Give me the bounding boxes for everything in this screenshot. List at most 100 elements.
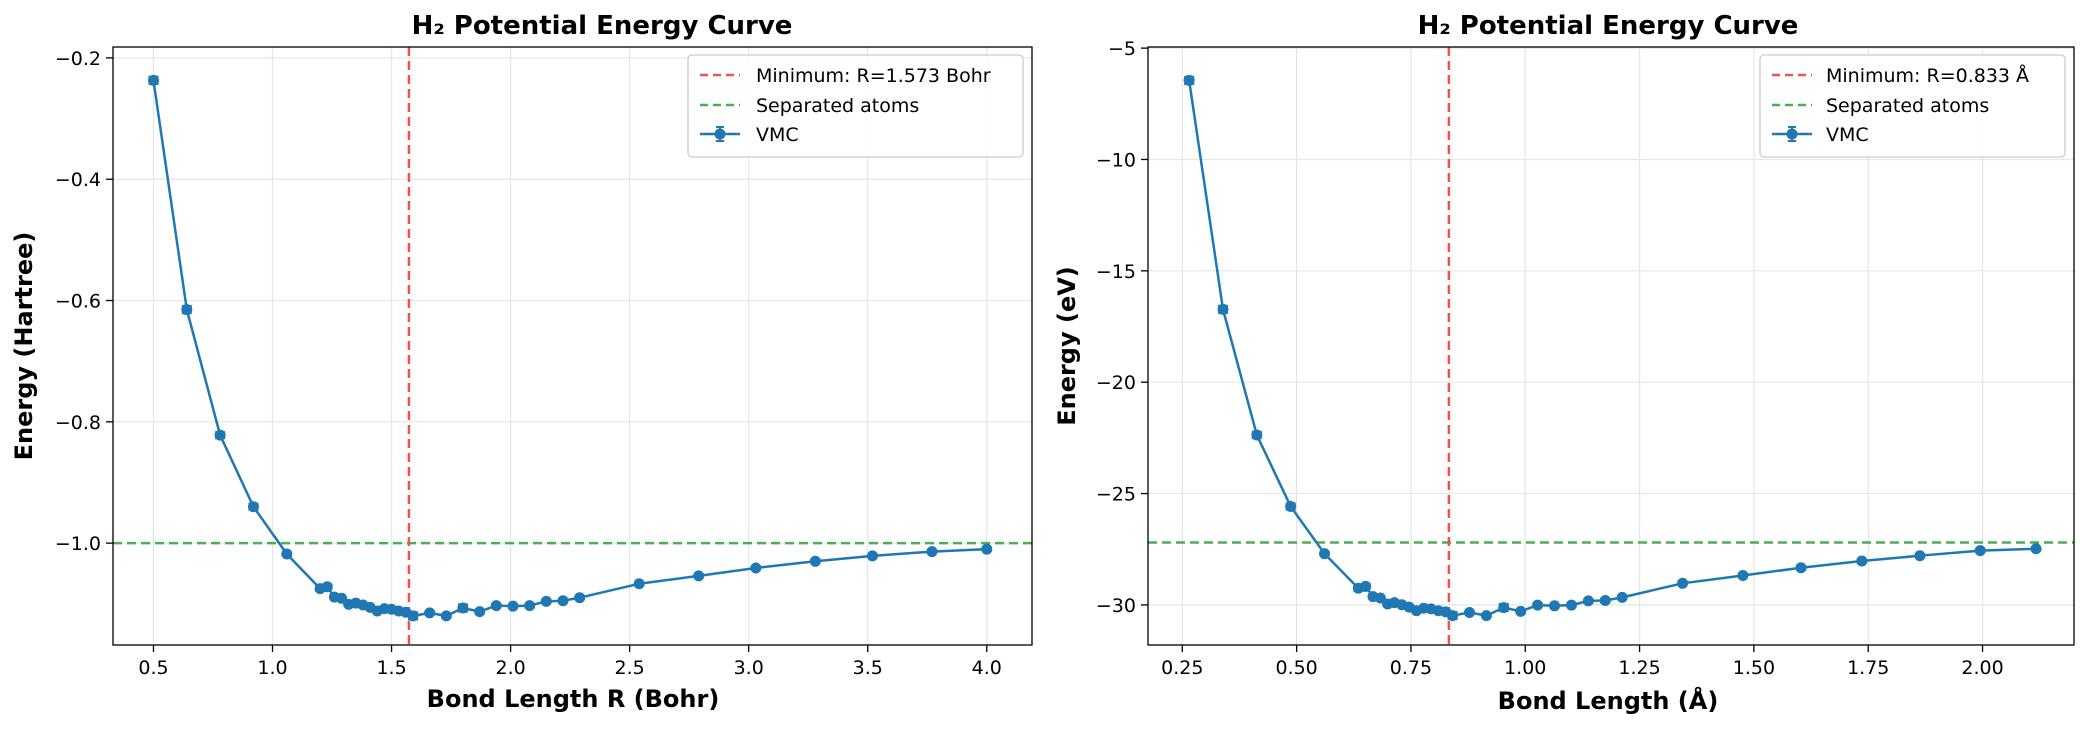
- left-data-marker: [321, 581, 333, 593]
- left-data-marker: [574, 592, 586, 604]
- right-data-marker: [1319, 548, 1331, 560]
- left-data-point: [424, 607, 436, 619]
- left-data-marker: [524, 600, 536, 612]
- left-data-point: [407, 610, 419, 622]
- left-data-marker: [407, 610, 419, 622]
- right-data-marker: [1498, 602, 1510, 614]
- left-data-point: [540, 595, 552, 607]
- right-x-tick-label: 0.50: [1275, 657, 1317, 679]
- right-data-marker: [1582, 595, 1594, 607]
- left-data-marker: [750, 562, 762, 574]
- right-data-point: [1498, 602, 1510, 614]
- left-y-tick-label: −0.8: [55, 412, 101, 434]
- left-data-point: [214, 429, 226, 441]
- right-x-tick-label: 1.75: [1847, 657, 1889, 679]
- left-legend: Minimum: R=1.573 Bohr Separated atoms VM…: [687, 54, 1024, 158]
- right-y-tick-label: −15: [1096, 261, 1136, 283]
- right-x-tick-label: 1.50: [1733, 657, 1775, 679]
- left-x-axis-label: Bond Length R (Bohr): [427, 685, 720, 713]
- right-data-marker: [1974, 545, 1986, 557]
- right-legend-vline-label: Minimum: R=0.833 Å: [1826, 64, 2029, 87]
- left-data-point: [926, 546, 938, 558]
- left-data-point: [147, 74, 159, 86]
- right-data-point: [1360, 580, 1372, 592]
- right-data-point: [1795, 562, 1807, 574]
- right-x-tick-label: 2.00: [1961, 657, 2003, 679]
- left-data-marker: [490, 600, 502, 612]
- right-data-marker: [1677, 577, 1689, 589]
- left-y-tick-label: −0.2: [55, 48, 101, 70]
- left-y-tick-label: −1.0: [55, 533, 101, 555]
- left-data-point: [981, 543, 993, 555]
- left-data-point: [557, 595, 569, 607]
- right-data-point: [1285, 500, 1297, 512]
- right-data-point: [1856, 555, 1868, 567]
- left-y-tick-label: −0.6: [55, 291, 101, 313]
- right-data-point: [1532, 599, 1544, 611]
- left-data-point: [633, 578, 645, 590]
- right-data-point: [1480, 610, 1492, 622]
- right-data-marker: [1532, 599, 1544, 611]
- left-data-marker: [633, 578, 645, 590]
- left-data-marker: [336, 592, 348, 604]
- right-legend-box: [1759, 54, 2066, 158]
- left-chart-panel: H₂ Potential Energy Curve 0.5 1.0 1.5 2.0 2.…: [10, 11, 1033, 713]
- right-data-point: [1616, 591, 1628, 603]
- right-data-point: [1515, 605, 1527, 617]
- right-data-point: [1217, 303, 1229, 315]
- right-data-marker: [1251, 429, 1263, 441]
- left-data-point: [750, 562, 762, 574]
- left-data-marker: [866, 550, 878, 562]
- left-chart-title: H₂ Potential Energy Curve: [412, 11, 793, 41]
- left-legend-box: [687, 54, 1024, 158]
- right-data-point: [1251, 429, 1263, 441]
- left-x-tick-label: 4.0: [972, 657, 1002, 679]
- left-data-marker: [557, 595, 569, 607]
- left-x-tick-label: 2.5: [615, 657, 645, 679]
- left-x-tick-label: 1.5: [376, 657, 406, 679]
- right-x-tick-label: 0.75: [1390, 657, 1432, 679]
- right-legend-vmc-label: VMC: [1826, 124, 1869, 146]
- right-data-point: [1463, 606, 1475, 618]
- left-data-marker: [809, 555, 821, 567]
- right-data-point: [1549, 600, 1561, 612]
- left-data-point: [866, 550, 878, 562]
- right-data-marker: [1463, 606, 1475, 618]
- right-data-point: [1319, 548, 1331, 560]
- right-data-point: [1447, 610, 1459, 622]
- left-data-marker: [281, 548, 293, 560]
- left-data-point: [474, 606, 486, 618]
- left-data-point: [490, 600, 502, 612]
- left-data-point: [281, 548, 293, 560]
- left-data-marker: [247, 501, 259, 513]
- left-x-tick-label: 2.0: [495, 657, 525, 679]
- right-data-marker: [1374, 592, 1386, 604]
- right-y-axis-label: Energy (eV): [1053, 266, 1081, 426]
- left-data-marker: [424, 607, 436, 619]
- right-y-tick-label: −30: [1096, 595, 1136, 617]
- right-x-tick-label: 0.25: [1161, 657, 1203, 679]
- left-legend-vline-label: Minimum: R=1.573 Bohr: [756, 65, 991, 87]
- right-data-point: [1677, 577, 1689, 589]
- left-x-tick-label: 1.0: [257, 657, 287, 679]
- right-x-tick-label: 1.00: [1504, 657, 1546, 679]
- right-x-axis-label: Bond Length (Å): [1498, 686, 1719, 715]
- left-data-marker: [507, 600, 519, 612]
- right-legend: Minimum: R=0.833 Å Separated atoms VMC: [1759, 54, 2066, 158]
- left-data-marker: [474, 606, 486, 618]
- left-data-point: [247, 501, 259, 513]
- right-data-marker: [1447, 610, 1459, 622]
- right-data-point: [1582, 595, 1594, 607]
- left-legend-vmc-marker: [714, 128, 726, 140]
- right-data-point: [2030, 543, 2042, 555]
- right-chart-title: H₂ Potential Energy Curve: [1418, 11, 1799, 41]
- right-plot-frame: [1147, 46, 2075, 646]
- right-data-marker: [1480, 610, 1492, 622]
- left-data-point: [181, 304, 193, 316]
- left-plot-frame: [112, 46, 1033, 646]
- right-data-point: [1737, 570, 1749, 582]
- right-data-marker: [1217, 303, 1229, 315]
- right-data-point: [1599, 594, 1611, 606]
- left-y-axis-label: Energy (Hartree): [10, 232, 38, 461]
